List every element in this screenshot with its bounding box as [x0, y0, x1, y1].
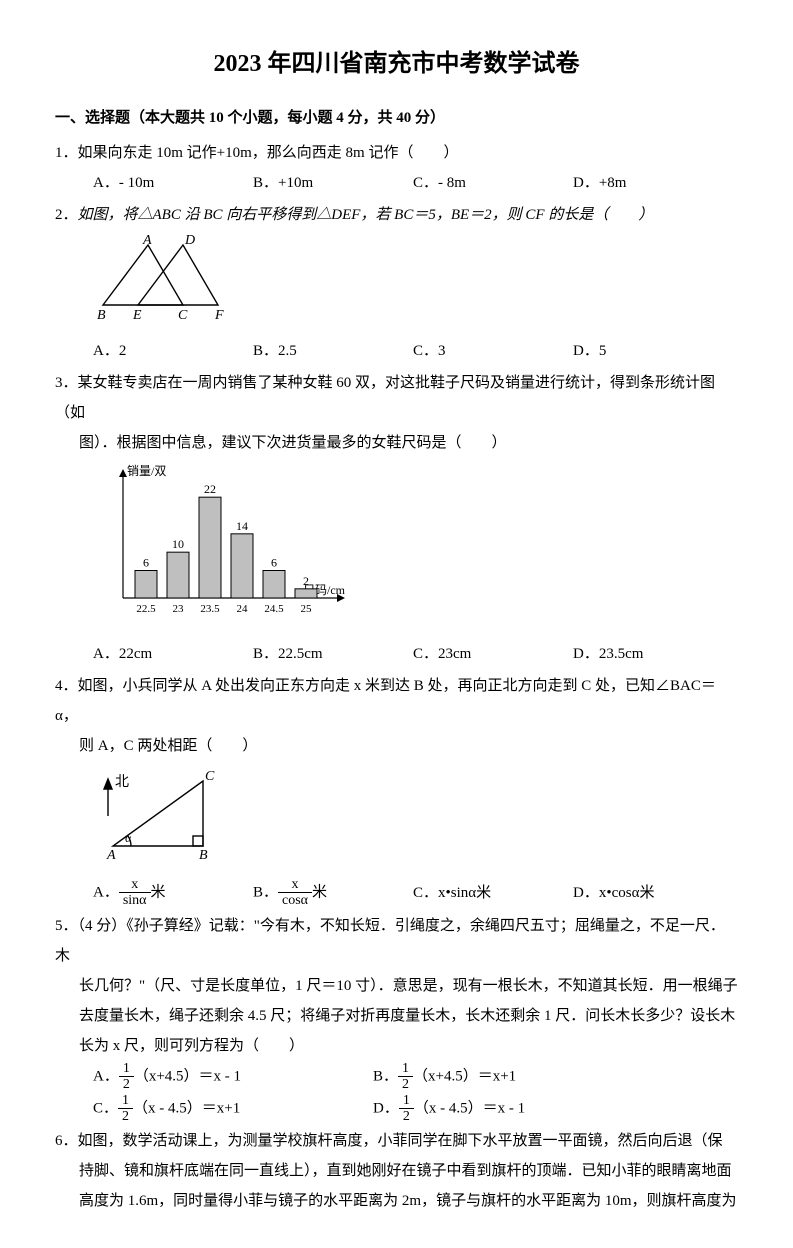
q6-l3: 高度为 1.6m，同时量得小菲与镜子的水平距离为 2m，镜子与旗杆的水平距离为 … [55, 1186, 738, 1216]
q3-opt-d: D．23.5cm [573, 639, 733, 669]
q1-body: 如果向东走 10m 记作+10m，那么向西走 8m 记作（ ） [78, 145, 459, 161]
q3-chart: 销量/双尺码/cm622.510232223.51424624.5225 [55, 463, 738, 634]
q3-opt-c: C．23cm [413, 639, 573, 669]
q6-l2: 持脚、镜和旗杆底端在同一直线上），直到她刚好在镜子中看到旗杆的顶端．已知小菲的眼… [55, 1156, 738, 1186]
q1-opt-a: A．- 10m [93, 168, 253, 198]
q5-opt-c: C．12（x - 4.5）＝x+1 [93, 1093, 373, 1125]
label-D: D [184, 235, 195, 248]
question-6: 6．如图，数学活动课上，为测量学校旗杆高度，小菲同学在脚下水平放置一平面镜，然后… [55, 1126, 738, 1216]
q4-num: 4． [55, 678, 78, 694]
svg-text:24: 24 [237, 603, 249, 615]
label-A: A [106, 848, 116, 861]
q2-opt-a: A．2 [93, 336, 253, 366]
q2-num: 2． [55, 207, 78, 223]
label-A: A [142, 235, 152, 248]
q1-opt-b: B．+10m [253, 168, 413, 198]
q3-text2: 图）．根据图中信息，建议下次进货量最多的女鞋尺码是（ ） [55, 428, 738, 458]
q4-opt-c: C．x•sinα米 [413, 878, 573, 908]
q4-text2: 则 A，C 两处相距（ ） [55, 731, 738, 761]
label-E: E [132, 308, 142, 320]
label-B: B [199, 848, 208, 861]
svg-text:10: 10 [172, 537, 184, 551]
label-north: 北 [115, 774, 129, 790]
q5-opt-a: A．12（x+4.5）＝x - 1 [93, 1061, 373, 1093]
svg-text:6: 6 [271, 556, 277, 570]
q1-options: A．- 10m B．+10m C．- 8m D．+8m [55, 168, 738, 198]
label-C: C [205, 769, 215, 784]
triangle-translation-diagram: A D B E C F [93, 235, 263, 320]
q3-num: 3． [55, 375, 78, 391]
page-title: 2023 年四川省南充市中考数学试卷 [55, 40, 738, 88]
q2-opt-b: B．2.5 [253, 336, 413, 366]
q2-opt-c: C．3 [413, 336, 573, 366]
svg-text:2: 2 [303, 574, 309, 588]
bar-chart-svg: 销量/双尺码/cm622.510232223.51424624.5225 [93, 463, 353, 623]
svg-text:22.5: 22.5 [136, 603, 156, 615]
q4-body: 如图，小兵同学从 A 处出发向正东方向走 x 米到达 B 处，再向正北方向走到 … [55, 678, 716, 724]
question-5: 5．（4 分）《孙子算经》记载："今有木，不知长短．引绳度之，余绳四尺五寸；屈绳… [55, 911, 738, 1125]
q1-opt-d: D．+8m [573, 168, 733, 198]
label-F: F [214, 308, 224, 320]
question-1: 1．如果向东走 10m 记作+10m，那么向西走 8m 记作（ ） A．- 10… [55, 138, 738, 198]
q2-figure: A D B E C F [55, 235, 738, 331]
svg-text:23.5: 23.5 [200, 603, 220, 615]
q4-text: 4．如图，小兵同学从 A 处出发向正东方向走 x 米到达 B 处，再向正北方向走… [55, 671, 738, 731]
q2-body: 如图，将△ABC 沿 BC 向右平移得到△DEF，若 BC＝5，BE＝2，则 C… [78, 207, 654, 223]
q5-l2: 长几何？"（尺、寸是长度单位，1 尺＝10 寸）．意思是，现有一根长木，不知道其… [55, 971, 738, 1001]
svg-text:22: 22 [204, 482, 216, 496]
question-4: 4．如图，小兵同学从 A 处出发向正东方向走 x 米到达 B 处，再向正北方向走… [55, 671, 738, 909]
svg-text:25: 25 [301, 603, 313, 615]
q5-num: 5． [55, 918, 78, 934]
q5-row2: C．12（x - 4.5）＝x+1 D．12（x - 4.5）＝x - 1 [55, 1093, 738, 1125]
section-header: 一、选择题（本大题共 10 个小题，每小题 4 分，共 40 分） [55, 103, 738, 133]
q4-opt-a: A．xsinα米 [93, 877, 253, 909]
svg-text:销量/双: 销量/双 [127, 464, 166, 478]
q5-l3: 去度量长木，绳子还剩余 4.5 尺；将绳子对折再度量长木，长木还剩余 1 尺．问… [55, 1001, 738, 1031]
svg-text:14: 14 [236, 519, 248, 533]
q4-figure: 北 A B C α [55, 766, 738, 872]
exam-page: 2023 年四川省南充市中考数学试卷 一、选择题（本大题共 10 个小题，每小题… [0, 0, 793, 1248]
q1-text: 1．如果向东走 10m 记作+10m，那么向西走 8m 记作（ ） [55, 138, 738, 168]
q6-num: 6． [55, 1133, 78, 1149]
q4-opt-d: D．x•cosα米 [573, 878, 733, 908]
q5-opt-b: B．12（x+4.5）＝x+1 [373, 1061, 653, 1093]
q4-opt-b: B．xcosα米 [253, 877, 413, 909]
question-3: 3．某女鞋专卖店在一周内销售了某种女鞋 60 双，对这批鞋子尺码及销量进行统计，… [55, 368, 738, 669]
svg-text:23: 23 [173, 603, 185, 615]
label-alpha: α [125, 831, 132, 845]
q3-options: A．22cm B．22.5cm C．23cm D．23.5cm [55, 639, 738, 669]
right-triangle-diagram: 北 A B C α [93, 766, 243, 861]
label-B: B [97, 308, 106, 320]
q5-l1: 5．（4 分）《孙子算经》记载："今有木，不知长短．引绳度之，余绳四尺五寸；屈绳… [55, 911, 738, 971]
q1-num: 1． [55, 145, 78, 161]
question-2: 2．如图，将△ABC 沿 BC 向右平移得到△DEF，若 BC＝5，BE＝2，则… [55, 200, 738, 366]
q2-text: 2．如图，将△ABC 沿 BC 向右平移得到△DEF，若 BC＝5，BE＝2，则… [55, 200, 738, 230]
q2-options: A．2 B．2.5 C．3 D．5 [55, 336, 738, 366]
label-C: C [178, 308, 188, 320]
q3-opt-a: A．22cm [93, 639, 253, 669]
svg-text:24.5: 24.5 [264, 603, 284, 615]
q2-opt-d: D．5 [573, 336, 733, 366]
q1-opt-c: C．- 8m [413, 168, 573, 198]
q3-text: 3．某女鞋专卖店在一周内销售了某种女鞋 60 双，对这批鞋子尺码及销量进行统计，… [55, 368, 738, 428]
q3-body: 某女鞋专卖店在一周内销售了某种女鞋 60 双，对这批鞋子尺码及销量进行统计，得到… [55, 375, 715, 421]
q5-l4: 长为 x 尺，则可列方程为（ ） [55, 1031, 738, 1061]
q3-opt-b: B．22.5cm [253, 639, 413, 669]
svg-text:6: 6 [143, 556, 149, 570]
q6-l1: 6．如图，数学活动课上，为测量学校旗杆高度，小菲同学在脚下水平放置一平面镜，然后… [55, 1126, 738, 1156]
q5-opt-d: D．12（x - 4.5）＝x - 1 [373, 1093, 653, 1125]
q4-options: A．xsinα米 B．xcosα米 C．x•sinα米 D．x•cosα米 [55, 877, 738, 909]
q5-row1: A．12（x+4.5）＝x - 1 B．12（x+4.5）＝x+1 [55, 1061, 738, 1093]
